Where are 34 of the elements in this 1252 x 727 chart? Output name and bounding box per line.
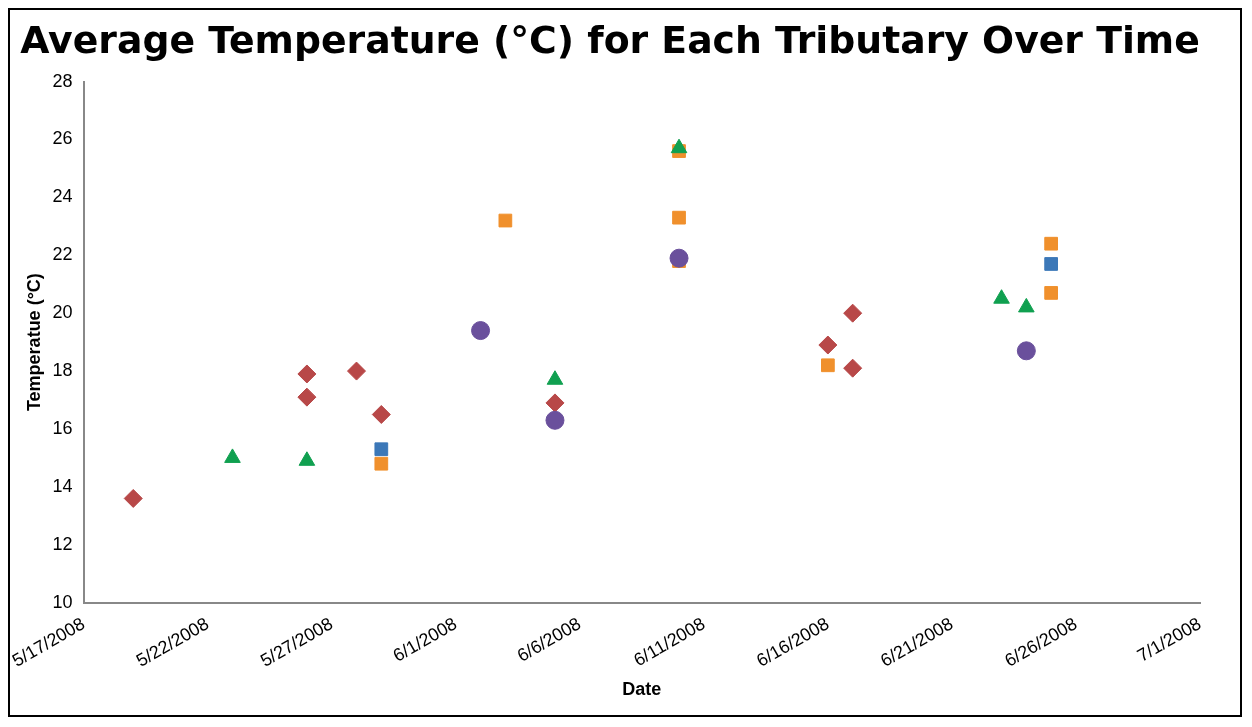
y-tick-label: 12 — [52, 533, 73, 554]
y-tick-label: 22 — [52, 244, 73, 265]
y-tick-label: 16 — [52, 417, 73, 438]
point — [1044, 286, 1059, 300]
y-tick-label: 14 — [52, 475, 73, 496]
point — [1016, 341, 1036, 361]
point — [1044, 257, 1059, 271]
point — [374, 442, 389, 457]
point — [672, 210, 686, 225]
x-axis-title: Date — [622, 679, 662, 700]
y-axis-title: Temperatue (°C) — [23, 273, 44, 412]
y-tick-label: 18 — [52, 360, 73, 381]
point — [818, 335, 838, 355]
point — [821, 358, 835, 373]
point — [297, 364, 317, 384]
point — [545, 410, 565, 430]
y-tick-label: 24 — [52, 186, 73, 207]
point — [545, 393, 565, 413]
point — [297, 387, 317, 407]
y-tick-label: 26 — [52, 128, 73, 149]
point — [843, 303, 863, 323]
point — [123, 488, 143, 508]
point — [471, 321, 491, 341]
y-tick-label: 20 — [52, 302, 73, 323]
point — [498, 213, 513, 228]
point — [669, 248, 689, 268]
y-tick-label: 28 — [52, 70, 73, 91]
y-tick-label: 10 — [52, 591, 73, 612]
point — [374, 456, 389, 471]
point — [371, 405, 391, 424]
point — [843, 358, 863, 378]
point — [1044, 236, 1059, 251]
point — [347, 361, 367, 381]
chart-title: Average Temperature (°C) for Each Tributary Over Time — [20, 17, 1200, 62]
